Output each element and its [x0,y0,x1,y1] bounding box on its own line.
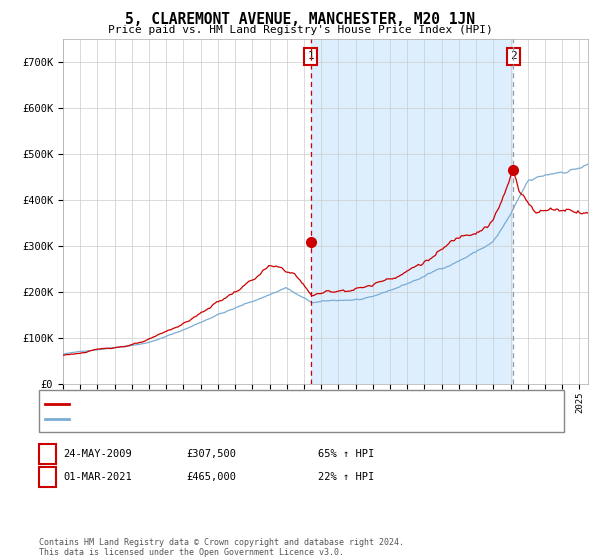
Text: 24-MAY-2009: 24-MAY-2009 [63,449,132,459]
Text: 01-MAR-2021: 01-MAR-2021 [63,472,132,482]
Text: 5, CLAREMONT AVENUE, MANCHESTER, M20 1JN: 5, CLAREMONT AVENUE, MANCHESTER, M20 1JN [125,12,475,27]
Text: 2: 2 [510,52,517,61]
Text: 2: 2 [44,470,51,484]
Text: 5, CLAREMONT AVENUE, MANCHESTER, M20 1JN (detached house): 5, CLAREMONT AVENUE, MANCHESTER, M20 1JN… [72,399,407,409]
Bar [311,39,513,384]
Text: Contains HM Land Registry data © Crown copyright and database right 2024.
This d: Contains HM Land Registry data © Crown c… [39,538,404,557]
Text: 65% ↑ HPI: 65% ↑ HPI [318,449,374,459]
Text: Price paid vs. HM Land Registry's House Price Index (HPI): Price paid vs. HM Land Registry's House … [107,25,493,35]
Text: £307,500: £307,500 [186,449,236,459]
Text: HPI: Average price, detached house, Manchester: HPI: Average price, detached house, Manc… [72,414,342,424]
Text: 1: 1 [44,447,51,460]
Text: 1: 1 [307,52,314,61]
Text: 22% ↑ HPI: 22% ↑ HPI [318,472,374,482]
Text: £465,000: £465,000 [186,472,236,482]
